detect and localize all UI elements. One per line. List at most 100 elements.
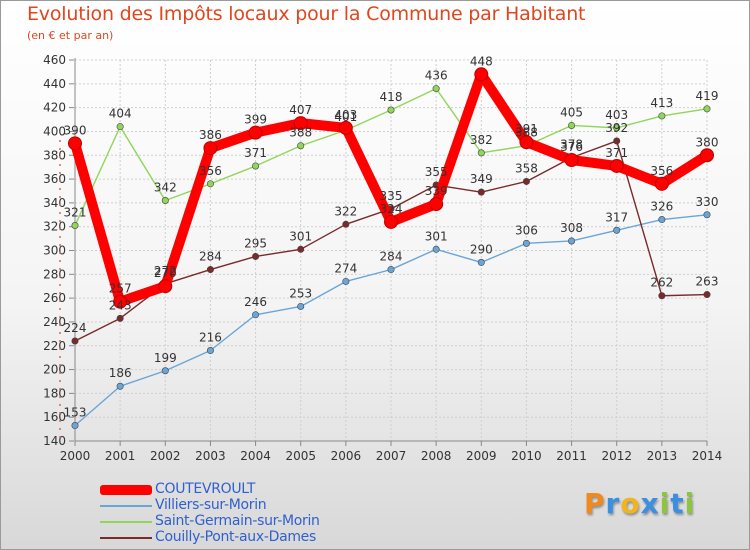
- data-point-saint-germain-sur-morin: [568, 121, 576, 129]
- data-point-coutevroult: [203, 141, 218, 156]
- data-point-couilly-pont-aux-dames: [342, 220, 350, 228]
- legend-label-couilly: Couilly-Pont-aux-Dames: [155, 529, 316, 545]
- x-tick-label: 2011: [556, 449, 587, 463]
- y-tick-label: 220: [43, 339, 66, 353]
- data-point-villiers-sur-morin: [116, 382, 124, 390]
- data-label-coutevroult: 448: [470, 54, 493, 68]
- data-point-villiers-sur-morin: [477, 258, 485, 266]
- data-point-saint-germain-sur-morin: [703, 105, 711, 113]
- data-point-coutevroult: [248, 125, 263, 140]
- data-label-saint-germain-sur-morin: 388: [289, 126, 312, 140]
- data-point-saint-germain-sur-morin: [477, 149, 485, 157]
- data-label-couilly-pont-aux-dames: 349: [470, 172, 493, 186]
- data-point-saint-germain-sur-morin: [658, 112, 666, 120]
- y-tick-label: 440: [43, 77, 66, 91]
- data-point-saint-germain-sur-morin: [116, 123, 124, 131]
- data-label-coutevroult: 403: [334, 108, 357, 122]
- data-label-couilly-pont-aux-dames: 284: [199, 250, 222, 264]
- x-tick-label: 2007: [376, 449, 407, 463]
- data-point-villiers-sur-morin: [568, 237, 576, 245]
- proxiti-letter: x: [640, 487, 660, 520]
- data-label-couilly-pont-aux-dames: 301: [289, 229, 312, 243]
- data-point-couilly-pont-aux-dames: [703, 291, 711, 299]
- data-point-coutevroult: [700, 148, 714, 163]
- data-point-villiers-sur-morin: [613, 226, 621, 234]
- proxiti-letter: t: [670, 487, 685, 520]
- data-point-coutevroult: [429, 197, 444, 212]
- data-label-saint-germain-sur-morin: 419: [696, 89, 719, 103]
- data-label-villiers-sur-morin: 308: [560, 221, 583, 235]
- data-label-saint-germain-sur-morin: 404: [109, 107, 132, 121]
- data-label-couilly-pont-aux-dames: 355: [425, 165, 448, 179]
- proxiti-letter: r: [605, 487, 621, 520]
- legend-swatch-coutevroult: [100, 485, 152, 495]
- data-label-coutevroult: 324: [380, 202, 403, 216]
- data-point-coutevroult: [113, 294, 128, 309]
- chart-subtitle: (en € et par an): [27, 29, 114, 42]
- data-label-coutevroult: 270: [154, 266, 177, 280]
- y-tick-label: 340: [43, 196, 66, 210]
- data-label-coutevroult: 376: [560, 140, 583, 154]
- x-tick-label: 2001: [105, 449, 136, 463]
- y-tick-label: 320: [43, 220, 66, 234]
- data-label-villiers-sur-morin: 284: [380, 250, 403, 264]
- x-tick-label: 2000: [60, 449, 91, 463]
- data-point-villiers-sur-morin: [252, 311, 260, 319]
- data-label-villiers-sur-morin: 186: [109, 366, 132, 380]
- data-label-saint-germain-sur-morin: 321: [64, 205, 87, 219]
- data-label-villiers-sur-morin: 290: [470, 242, 493, 256]
- y-tick-label: 460: [43, 53, 66, 67]
- data-label-villiers-sur-morin: 153: [64, 406, 87, 420]
- y-tick-label: 260: [43, 291, 66, 305]
- data-label-couilly-pont-aux-dames: 263: [696, 275, 719, 289]
- data-label-coutevroult: 371: [605, 146, 628, 160]
- x-tick-label: 2014: [692, 449, 723, 463]
- data-point-villiers-sur-morin: [387, 266, 395, 274]
- proxiti-letter: P: [584, 487, 606, 520]
- x-tick-label: 2005: [285, 449, 316, 463]
- data-label-coutevroult: 356: [650, 164, 673, 178]
- data-label-saint-germain-sur-morin: 382: [470, 133, 493, 147]
- data-label-couilly-pont-aux-dames: 378: [560, 138, 583, 152]
- data-label-couilly-pont-aux-dames: 358: [515, 161, 538, 175]
- data-point-coutevroult: [654, 176, 669, 191]
- legend-swatch-villiers: [100, 505, 152, 507]
- data-label-saint-germain-sur-morin: 342: [154, 180, 177, 194]
- x-tick-label: 2002: [150, 449, 181, 463]
- legend-label-coutevroult: COUTEVROULT: [155, 481, 256, 497]
- data-label-villiers-sur-morin: 306: [515, 223, 538, 237]
- y-tick-label: 380: [43, 148, 66, 162]
- data-label-coutevroult: 391: [515, 122, 538, 136]
- data-point-couilly-pont-aux-dames: [613, 137, 621, 145]
- data-label-saint-germain-sur-morin: 436: [425, 69, 448, 83]
- y-tick-label: 360: [43, 172, 66, 186]
- data-point-coutevroult: [519, 135, 534, 150]
- y-tick-label: 400: [43, 124, 66, 138]
- data-point-saint-germain-sur-morin: [252, 162, 260, 170]
- data-label-villiers-sur-morin: 216: [199, 331, 222, 345]
- x-tick-label: 2006: [331, 449, 362, 463]
- y-tick-label: 300: [43, 244, 66, 258]
- data-point-coutevroult: [293, 116, 308, 131]
- data-point-saint-germain-sur-morin: [613, 124, 621, 132]
- data-point-couilly-pont-aux-dames: [477, 188, 485, 196]
- data-label-coutevroult: 339: [425, 184, 448, 198]
- data-label-coutevroult: 399: [244, 113, 267, 127]
- data-point-coutevroult: [158, 279, 173, 294]
- y-tick-label: 200: [43, 363, 66, 377]
- data-point-couilly-pont-aux-dames: [658, 292, 666, 300]
- data-point-coutevroult: [68, 136, 82, 151]
- legend-swatch-saint-germain: [100, 521, 152, 523]
- x-tick-label: 2003: [195, 449, 226, 463]
- data-label-saint-germain-sur-morin: 418: [380, 90, 403, 104]
- data-point-saint-germain-sur-morin: [206, 180, 214, 188]
- x-tick-label: 2013: [647, 449, 678, 463]
- legend-label-saint-germain: Saint-Germain-sur-Morin: [155, 513, 320, 529]
- data-label-couilly-pont-aux-dames: 335: [380, 189, 403, 203]
- data-point-villiers-sur-morin: [703, 211, 711, 219]
- data-point-couilly-pont-aux-dames: [522, 177, 530, 185]
- data-point-coutevroult: [384, 214, 398, 229]
- legend-swatch-couilly: [100, 537, 152, 539]
